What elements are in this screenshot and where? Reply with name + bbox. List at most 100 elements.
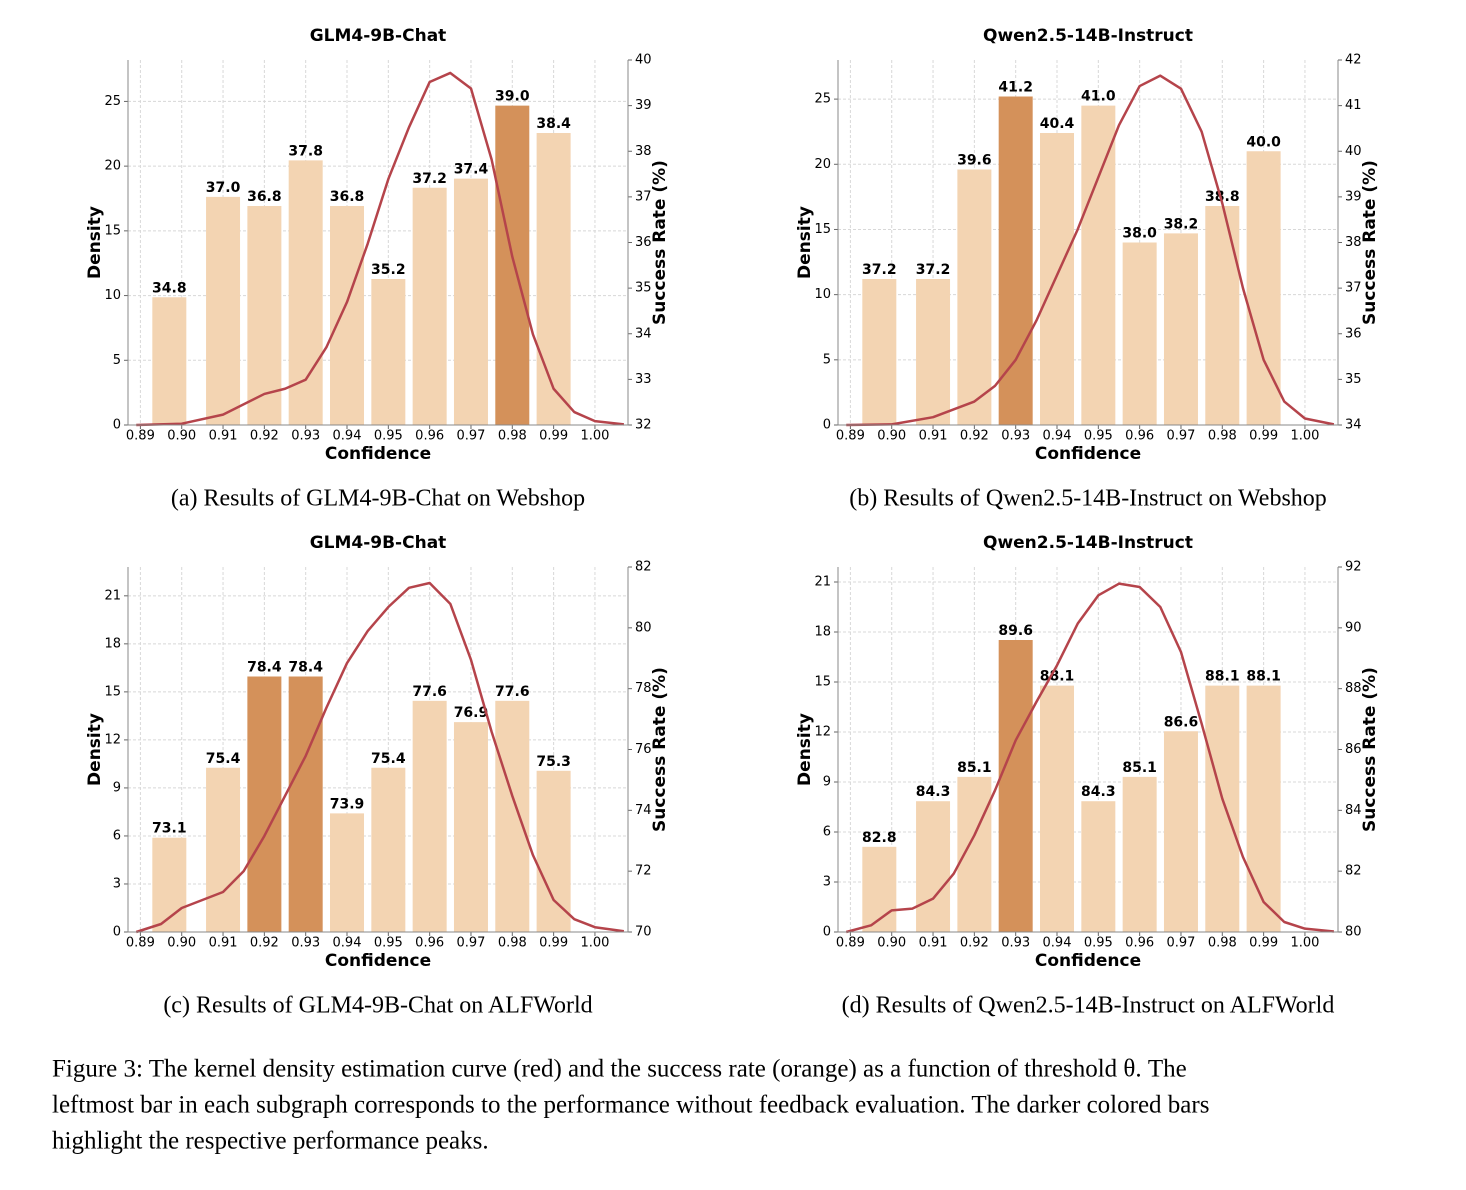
subcaption: (c) Results of GLM4-9B-Chat on ALFWorld [163,993,592,1019]
x-tick-label: 0.89 [126,429,155,444]
y2-tick-label: 80 [1345,925,1362,940]
bar [1246,685,1281,932]
bar [453,178,488,425]
x-tick-label: 0.94 [1043,429,1072,444]
data-label: 84.3 [1081,784,1116,800]
x-tick-label: 1.00 [1290,429,1319,444]
x-axis-label: Confidence [325,951,431,971]
data-label: 36.8 [247,189,282,205]
x-tick-label: 0.94 [333,429,362,444]
bar [247,676,282,932]
x-axis-label: Confidence [325,444,431,464]
y2-tick-label: 82 [1345,864,1362,879]
bar [998,96,1033,425]
x-tick-label: 0.90 [167,429,196,444]
chart-title: Qwen2.5-14B-Instruct [983,533,1193,553]
data-label: 88.1 [1040,669,1075,685]
y2-tick-label: 36 [1345,326,1362,341]
axes-frame [837,60,1339,426]
x-tick-label: 0.96 [1125,936,1154,951]
bar [1081,105,1116,425]
data-label: 88.1 [1246,669,1281,685]
x-tick-label: 1.00 [580,429,609,444]
bar [330,206,365,425]
bar [330,813,365,932]
data-label: 37.2 [862,262,897,278]
data-label: 73.9 [330,796,365,812]
y-tick-label: 9 [823,775,831,790]
y-tick-label: 9 [113,780,121,795]
bar [1246,151,1281,425]
y2-tick-label: 92 [1345,560,1362,575]
data-label: 77.6 [412,684,447,700]
x-tick-label: 0.95 [1084,429,1113,444]
y-tick-label: 12 [814,725,831,740]
bar [453,722,488,932]
y2-tick-label: 40 [635,53,652,68]
x-tick-label: 0.92 [960,429,989,444]
data-label: 38.0 [1122,226,1157,242]
y-axis-label: Density [85,713,105,786]
x-tick-label: 0.99 [539,429,568,444]
bar [1040,685,1075,932]
x-tick-label: 0.98 [498,429,527,444]
bar [288,676,323,932]
data-label: 38.4 [536,116,571,132]
x-tick-label: 0.99 [539,936,568,951]
bar [1081,801,1116,932]
y2-tick-label: 40 [1345,144,1362,159]
y2-tick-label: 84 [1345,803,1362,818]
y-tick-label: 18 [104,636,121,651]
x-tick-label: 0.91 [919,429,948,444]
y2-tick-label: 39 [1345,189,1362,204]
y2-tick-label: 78 [635,681,652,696]
y2-tick-label: 80 [635,620,652,635]
kde-line [136,71,625,427]
data-label: 78.4 [247,660,282,676]
data-label: 39.0 [495,89,530,105]
y-tick-label: 0 [823,418,831,433]
data-label: 37.4 [454,162,489,178]
x-tick-label: 0.98 [1208,936,1237,951]
x-tick-label: 0.99 [1249,429,1278,444]
y-tick-label: 0 [113,418,121,433]
x-tick-label: 0.92 [960,936,989,951]
y2-tick-label: 35 [1345,372,1362,387]
y2-tick-label: 38 [635,144,652,159]
y2-tick-label: 35 [635,281,652,296]
data-label: 73.1 [152,821,187,837]
subcaption: (d) Results of Qwen2.5-14B-Instruct on A… [842,993,1335,1019]
x-tick-label: 0.95 [1084,936,1113,951]
chart-title: GLM4-9B-Chat [310,533,447,553]
data-label: 75.4 [371,751,406,767]
y-tick-label: 5 [823,352,831,367]
y-tick-label: 21 [104,588,121,603]
x-tick-label: 0.91 [919,936,948,951]
axes-frame [837,567,1339,933]
bar [1040,133,1075,425]
bar [412,700,447,932]
y2-tick-label: 90 [1345,620,1362,635]
y-tick-label: 20 [104,159,121,174]
y-tick-label: 15 [814,675,831,690]
caption-line: leftmost bar in each subgraph correspond… [52,1092,1209,1119]
y-tick-label: 3 [113,876,121,891]
y-tick-label: 21 [814,575,831,590]
bar [1205,206,1240,425]
x-tick-label: 1.00 [1290,936,1319,951]
kde-line [845,582,1334,934]
y2-tick-label: 38 [1345,235,1362,250]
bar [536,133,571,425]
y2-axis-label: Success Rate (%) [1360,160,1380,325]
data-label: 78.4 [288,660,323,676]
data-label: 89.6 [998,623,1033,639]
data-label: 40.0 [1246,134,1281,150]
x-tick-label: 0.90 [877,429,906,444]
caption-line: highlight the respective performance pea… [52,1128,489,1155]
x-tick-label: 1.00 [580,936,609,951]
bar [495,700,530,932]
data-label: 34.8 [152,280,187,296]
data-label: 75.3 [536,754,571,770]
y2-axis-label: Success Rate (%) [650,160,670,325]
